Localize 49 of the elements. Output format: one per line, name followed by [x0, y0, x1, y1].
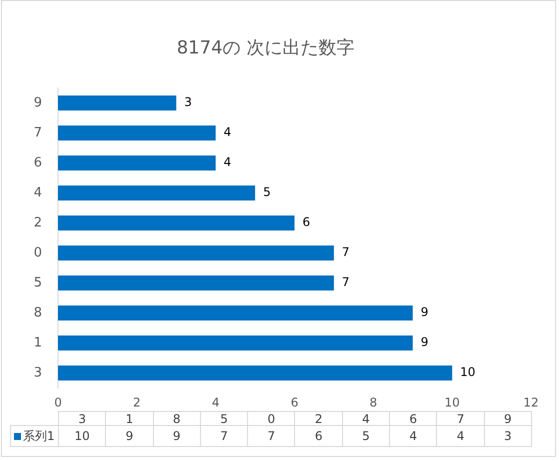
x-tick-label: 8: [370, 395, 378, 410]
category-label: 7: [220, 429, 228, 443]
y-tick-label: 2: [34, 215, 42, 230]
category-label: 6: [314, 429, 322, 443]
data-label: 5: [263, 185, 271, 200]
y-tick-label: 7: [34, 125, 42, 140]
y-tick-label: 8: [34, 305, 42, 320]
y-tick-label: 0: [34, 245, 42, 260]
category-label: 9: [504, 412, 512, 426]
chart-title: 8174の 次に出た数字: [176, 37, 354, 58]
category-label: 7: [456, 412, 464, 426]
category-label: 5: [220, 412, 228, 426]
category-label: 1: [126, 412, 134, 426]
data-label: 7: [342, 245, 350, 260]
category-label: 0: [268, 412, 276, 426]
category-label: 5: [362, 429, 370, 443]
category-label: 7: [268, 429, 276, 443]
data-label: 4: [224, 125, 232, 140]
data-label: 4: [224, 155, 232, 170]
data-label: 10: [460, 365, 476, 380]
y-tick-label: 3: [34, 365, 42, 380]
data-label: 6: [302, 215, 310, 230]
x-tick-label: 0: [54, 395, 62, 410]
data-label: 9: [420, 305, 428, 320]
category-label: 4: [362, 412, 370, 426]
y-tick-label: 6: [34, 155, 42, 170]
data-label: 9: [420, 335, 428, 350]
category-label: 4: [456, 429, 464, 443]
x-tick-label: 12: [523, 395, 539, 410]
category-label: 9: [126, 429, 134, 443]
category-label: 6: [409, 412, 418, 426]
category-label: 3: [78, 412, 86, 426]
x-tick-label: 2: [133, 395, 141, 410]
category-label: 8: [172, 412, 181, 426]
category-label: 3: [504, 429, 512, 443]
y-tick-label: 9: [34, 95, 42, 110]
data-label: 7: [342, 275, 350, 290]
x-tick-label: 6: [290, 395, 298, 410]
x-tick-label: 10: [444, 395, 460, 410]
category-label: 4: [409, 429, 418, 443]
y-tick-label: 5: [34, 275, 42, 290]
category-label: 2: [314, 412, 322, 426]
text: 10: [74, 429, 90, 443]
category-label: 9: [172, 429, 181, 443]
legend-label: 系列1: [23, 429, 55, 443]
y-tick-label: 1: [34, 335, 42, 350]
x-tick-label: 4: [212, 395, 220, 410]
data-label: 3: [184, 95, 192, 110]
y-tick-label: 4: [34, 185, 42, 200]
